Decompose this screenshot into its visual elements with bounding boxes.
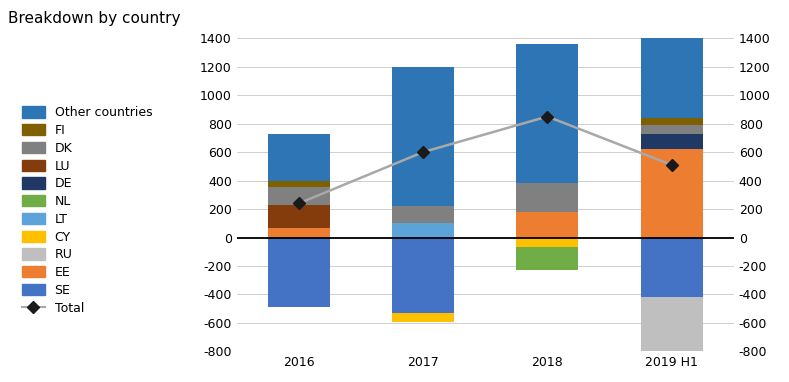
Bar xyxy=(641,238,703,297)
Total xyxy=(418,150,428,154)
Bar xyxy=(641,149,703,238)
Bar xyxy=(516,247,578,270)
Bar xyxy=(392,238,454,313)
Bar xyxy=(267,228,330,238)
Bar xyxy=(516,238,578,247)
Bar xyxy=(392,313,454,322)
Total xyxy=(667,163,676,167)
Bar xyxy=(392,206,454,223)
Bar xyxy=(516,183,578,212)
Bar xyxy=(267,181,330,187)
Bar xyxy=(641,1,703,118)
Total xyxy=(294,201,304,206)
Bar xyxy=(516,44,578,183)
Bar xyxy=(516,212,578,238)
Bar xyxy=(641,125,703,134)
Bar xyxy=(267,187,330,206)
Bar xyxy=(267,206,330,228)
Text: Breakdown by country: Breakdown by country xyxy=(8,11,181,26)
Legend: Other countries, FI, DK, LU, DE, NL, LT, CY, RU, EE, SE, Total: Other countries, FI, DK, LU, DE, NL, LT,… xyxy=(22,106,152,315)
Bar xyxy=(392,67,454,206)
Total xyxy=(543,114,552,119)
Bar xyxy=(267,238,330,307)
Line: Total: Total xyxy=(294,112,676,207)
Bar xyxy=(641,118,703,125)
Bar xyxy=(392,223,454,238)
Bar xyxy=(641,297,703,359)
Bar xyxy=(267,134,330,181)
Bar xyxy=(641,359,703,382)
Bar xyxy=(641,134,703,149)
